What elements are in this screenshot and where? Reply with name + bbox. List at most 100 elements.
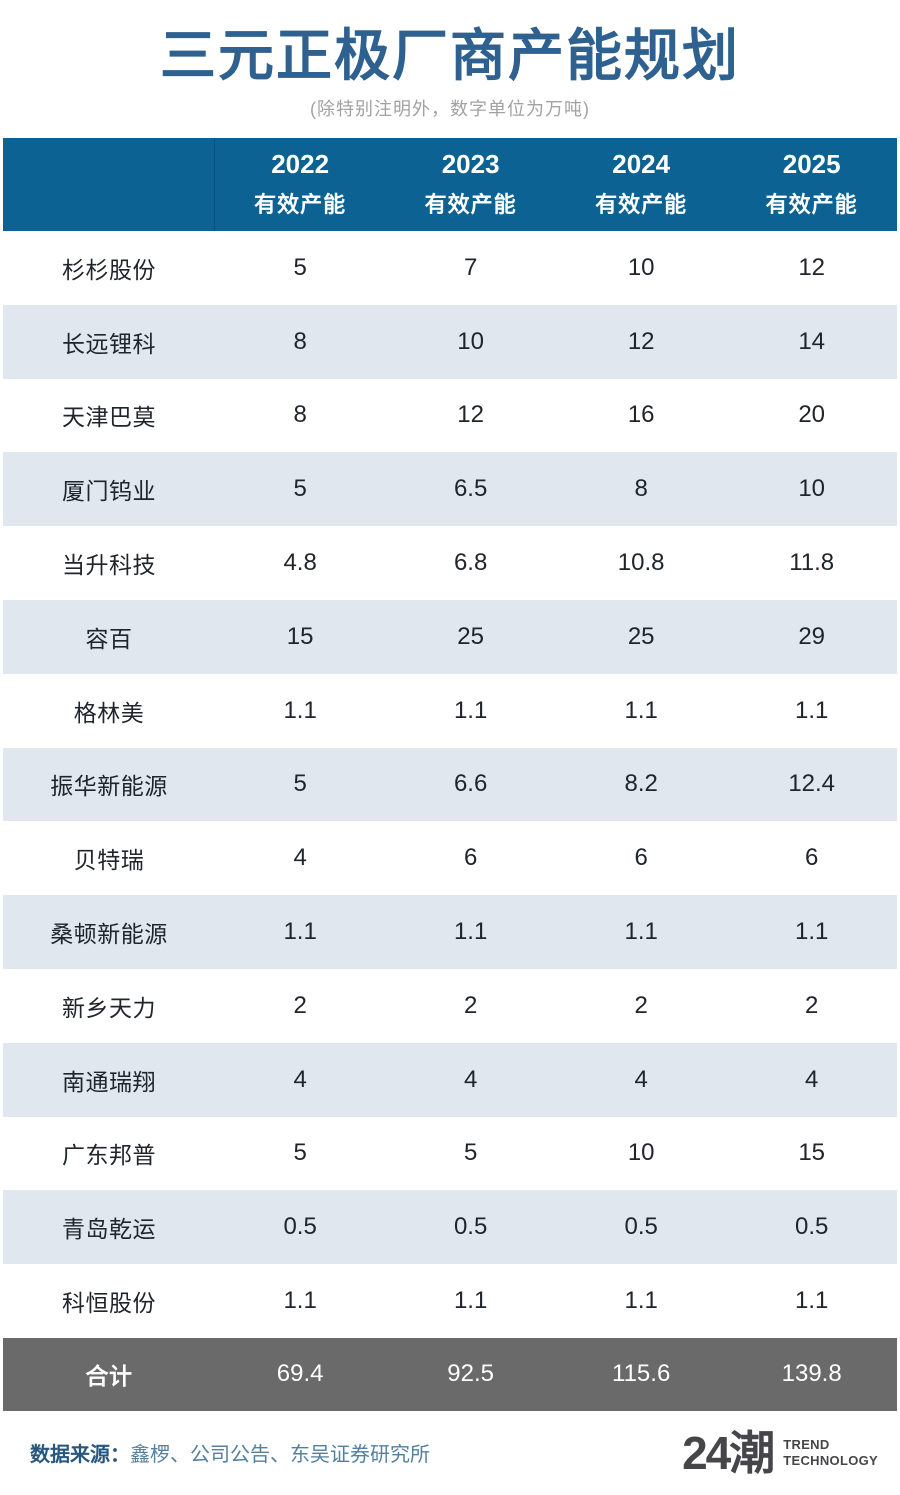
table-row: 新乡天力 2 2 2 2	[3, 968, 897, 1043]
capacity-value-2023: 6.5	[453, 475, 488, 503]
capacity-value-2023: 7	[463, 253, 478, 281]
table-row: 青岛乾运 0.5 0.5 0.5 0.5	[3, 1190, 897, 1265]
capacity-value-2022: 5	[293, 253, 307, 281]
capacity-value-2025: 6	[805, 844, 819, 872]
header-col-2023: 2023 有效产能	[385, 150, 556, 219]
capacity-value-2024: 6	[634, 844, 648, 872]
logo-tagline-line2: TECHNOLOGY	[783, 1452, 878, 1468]
logo-tagline: TREND TECHNOLOGY	[783, 1437, 878, 1470]
company-name: 长远锂科	[61, 330, 156, 357]
company-name: 天津巴莫	[61, 404, 156, 431]
source-label: 数据来源：	[30, 1444, 130, 1467]
capacity-value-2024: 25	[627, 622, 655, 650]
capacity-value-2024: 10.8	[617, 549, 665, 577]
capacity-value-2025: 15	[798, 1139, 826, 1167]
header-col-2025: 2025 有效产能	[726, 150, 897, 219]
capacity-value-2024: 8	[634, 475, 648, 503]
capacity-value-2023: 10	[457, 327, 484, 355]
capacity-value-2023: 2	[463, 991, 478, 1019]
capacity-value-2025: 12	[798, 253, 826, 281]
header-name-spacer	[3, 138, 215, 231]
capacity-value-2024: 16	[627, 401, 655, 429]
company-name: 新乡天力	[61, 994, 156, 1021]
capacity-label: 有效产能	[595, 191, 688, 217]
total-value-2024: 115.6	[612, 1360, 671, 1388]
capacity-value-2023: 6	[463, 844, 478, 872]
table-row: 容百 15 25 25 29	[3, 599, 897, 674]
capacity-value-2023: 25	[457, 622, 484, 650]
table-row: 天津巴莫 8 12 16 20	[3, 378, 897, 453]
company-name: 贝特瑞	[73, 847, 145, 874]
table-row: 振华新能源 5 6.6 8.2 12.4	[3, 747, 897, 822]
table-header: 2022 有效产能 2023 有效产能 2024 有效产能 2025 有效产能	[3, 138, 897, 231]
capacity-label: 有效产能	[424, 191, 517, 217]
capacity-value-2024: 10	[627, 253, 655, 281]
capacity-value-2022: 2	[293, 991, 307, 1019]
capacity-value-2025: 12.4	[788, 770, 836, 798]
year-label: 2025	[782, 149, 841, 180]
capacity-value-2022: 0.5	[283, 1213, 317, 1241]
capacity-value-2024: 10	[627, 1139, 655, 1167]
capacity-value-2023: 0.5	[453, 1213, 488, 1241]
capacity-value-2024: 8.2	[624, 770, 658, 798]
table-row: 广东邦普 5 5 10 15	[3, 1116, 897, 1191]
company-name: 桑顿新能源	[50, 921, 168, 948]
capacity-value-2025: 4	[805, 1065, 819, 1093]
page-title: 三元正极厂商产能规划	[160, 24, 740, 87]
capacity-value-2023: 1.1	[453, 696, 488, 724]
table-row: 科恒股份 1.1 1.1 1.1 1.1	[3, 1264, 897, 1338]
company-name: 杉杉股份	[61, 256, 156, 283]
company-name: 当升科技	[61, 552, 156, 579]
capacity-value-2024: 2	[634, 991, 648, 1019]
capacity-value-2022: 15	[286, 622, 314, 650]
capacity-table: 2022 有效产能 2023 有效产能 2024 有效产能 2025 有效产能 …	[3, 138, 897, 1411]
company-name: 容百	[85, 625, 133, 652]
total-row: 合计 69.4 92.5 115.6 139.8	[3, 1337, 897, 1411]
year-label: 2024	[612, 149, 671, 180]
table-row: 南通瑞翔 4 4 4 4	[3, 1042, 897, 1117]
header-col-2024: 2024 有效产能	[556, 150, 727, 219]
capacity-value-2023: 4	[463, 1065, 478, 1093]
capacity-value-2025: 1.1	[794, 696, 829, 724]
total-value-2022: 69.4	[276, 1360, 324, 1388]
logo-tagline-line1: TREND	[783, 1436, 830, 1452]
table-body: 杉杉股份 5 7 10 12 长远锂科 8 10 12 14 天津巴莫 8 12…	[3, 231, 897, 1338]
capacity-value-2025: 29	[798, 622, 826, 650]
table-row: 桑顿新能源 1.1 1.1 1.1 1.1	[3, 895, 897, 969]
total-value-2025: 139.8	[781, 1360, 842, 1388]
company-name: 广东邦普	[61, 1142, 156, 1169]
company-name: 格林美	[73, 699, 145, 726]
capacity-label: 有效产能	[765, 191, 858, 217]
table-row: 长远锂科 8 10 12 14	[3, 304, 897, 379]
capacity-value-2023: 12	[457, 401, 484, 429]
capacity-value-2022: 4.8	[283, 549, 317, 577]
capacity-value-2024: 4	[634, 1065, 648, 1093]
table-row: 厦门钨业 5 6.5 8 10	[3, 452, 897, 527]
capacity-value-2025: 14	[798, 327, 826, 355]
capacity-value-2025: 1.1	[794, 1287, 829, 1315]
company-name: 南通瑞翔	[61, 1068, 156, 1095]
capacity-value-2025: 20	[798, 401, 826, 429]
page-subtitle: (除特别注明外，数字单位为万吨)	[310, 99, 590, 119]
table-row: 杉杉股份 5 7 10 12	[3, 231, 897, 305]
logo-wordmark: 24潮	[682, 1426, 775, 1479]
capacity-value-2022: 8	[293, 327, 307, 355]
capacity-value-2022: 4	[293, 1065, 307, 1093]
capacity-value-2024: 1.1	[624, 696, 658, 724]
source-text: 鑫椤、公司公告、东吴证券研究所	[130, 1444, 430, 1467]
company-name: 科恒股份	[61, 1290, 156, 1317]
brand-logo: 24潮 TREND TECHNOLOGY	[682, 1430, 878, 1476]
capacity-value-2023: 6.8	[453, 549, 488, 577]
table-row: 当升科技 4.8 6.8 10.8 11.8	[3, 526, 897, 600]
company-name: 厦门钨业	[61, 478, 156, 505]
capacity-value-2022: 5	[293, 1139, 307, 1167]
capacity-value-2022: 1.1	[283, 918, 317, 946]
company-name: 振华新能源	[50, 773, 168, 800]
capacity-value-2025: 1.1	[794, 918, 829, 946]
header-col-2022: 2022 有效产能	[215, 150, 386, 219]
capacity-value-2022: 1.1	[283, 1287, 317, 1315]
capacity-value-2023: 1.1	[453, 1287, 488, 1315]
capacity-value-2022: 1.1	[283, 696, 317, 724]
capacity-value-2024: 1.1	[624, 918, 658, 946]
capacity-value-2025: 11.8	[789, 549, 835, 577]
